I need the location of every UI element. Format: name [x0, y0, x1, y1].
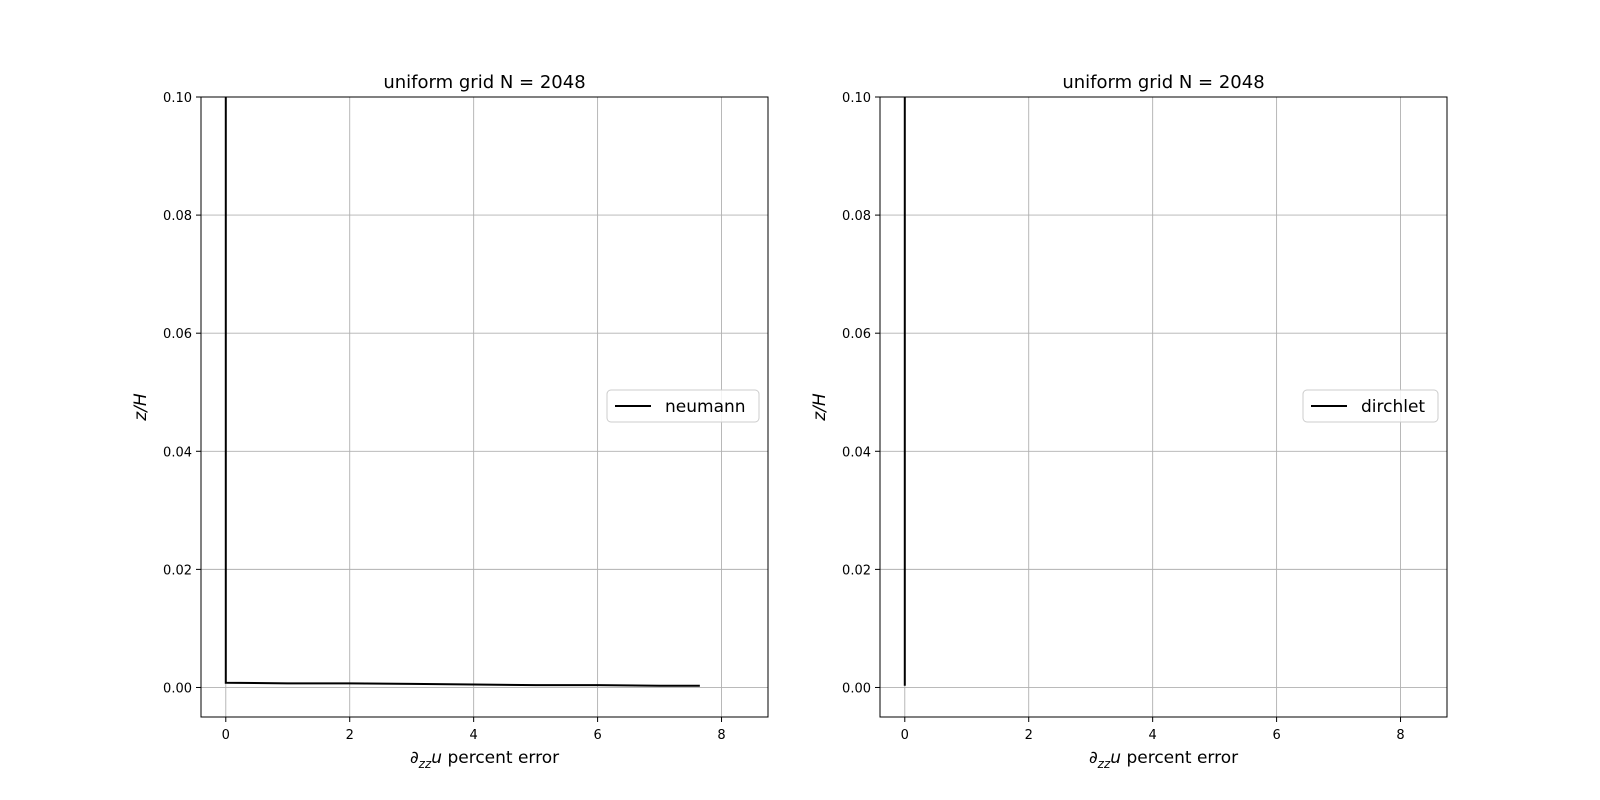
chart-panel-2: 0 2 4 6 8 0.00 0.02 0.04 0.06 0.08 0.10 uniform gri… [810, 72, 1448, 771]
y-axis-label: z/H [810, 393, 830, 422]
axes-frame [200, 96, 769, 718]
axes-frame [879, 96, 1448, 718]
chart-title: uniform grid N = 2048 [383, 72, 585, 93]
x-tick-label: 8 [717, 728, 725, 743]
legend-label: neumann [665, 397, 746, 417]
y-tick-label: 0.02 [163, 563, 192, 578]
x-tick-label: 6 [593, 728, 601, 743]
legend-box [606, 389, 760, 423]
legend-box [1302, 389, 1439, 423]
x-tick-label: 4 [470, 728, 478, 743]
legend-label: dirchlet [1361, 397, 1425, 417]
y-axis-label: z/H [131, 393, 151, 422]
y-tick-label: 0.00 [163, 681, 192, 696]
y-tick-label: 0.08 [163, 209, 192, 224]
y-tick-label: 0.08 [842, 209, 871, 224]
x-tick-label: 8 [1396, 728, 1404, 743]
y-tick-label: 0.06 [163, 327, 192, 342]
y-tick-label: 0.10 [163, 91, 192, 106]
x-tick-label: 4 [1149, 728, 1157, 743]
y-tick-label: 0.04 [163, 445, 192, 460]
x-axis-label: ∂zzu percent error [1089, 748, 1238, 771]
y-tick-label: 0.00 [842, 681, 871, 696]
legend: neumann [606, 389, 760, 423]
x-tick-label: 0 [901, 728, 909, 743]
x-tick-label: 6 [1272, 728, 1280, 743]
x-tick-label: 2 [1025, 728, 1033, 743]
series-line-neumann [224, 97, 700, 687]
y-tick-label: 0.02 [842, 563, 871, 578]
legend: dirchlet [1302, 389, 1439, 423]
y-tick-label: 0.04 [842, 445, 871, 460]
x-tick-label: 0 [222, 728, 230, 743]
x-axis-label: ∂zzu percent error [410, 748, 559, 771]
x-tick-label: 2 [346, 728, 354, 743]
chart-title: uniform grid N = 2048 [1062, 72, 1264, 93]
y-tick-label: 0.06 [842, 327, 871, 342]
chart-panel-1: 0 2 4 6 8 0.00 0.02 0.04 0.06 0.08 0.10 uniform gri… [131, 72, 769, 771]
y-tick-label: 0.10 [842, 91, 871, 106]
